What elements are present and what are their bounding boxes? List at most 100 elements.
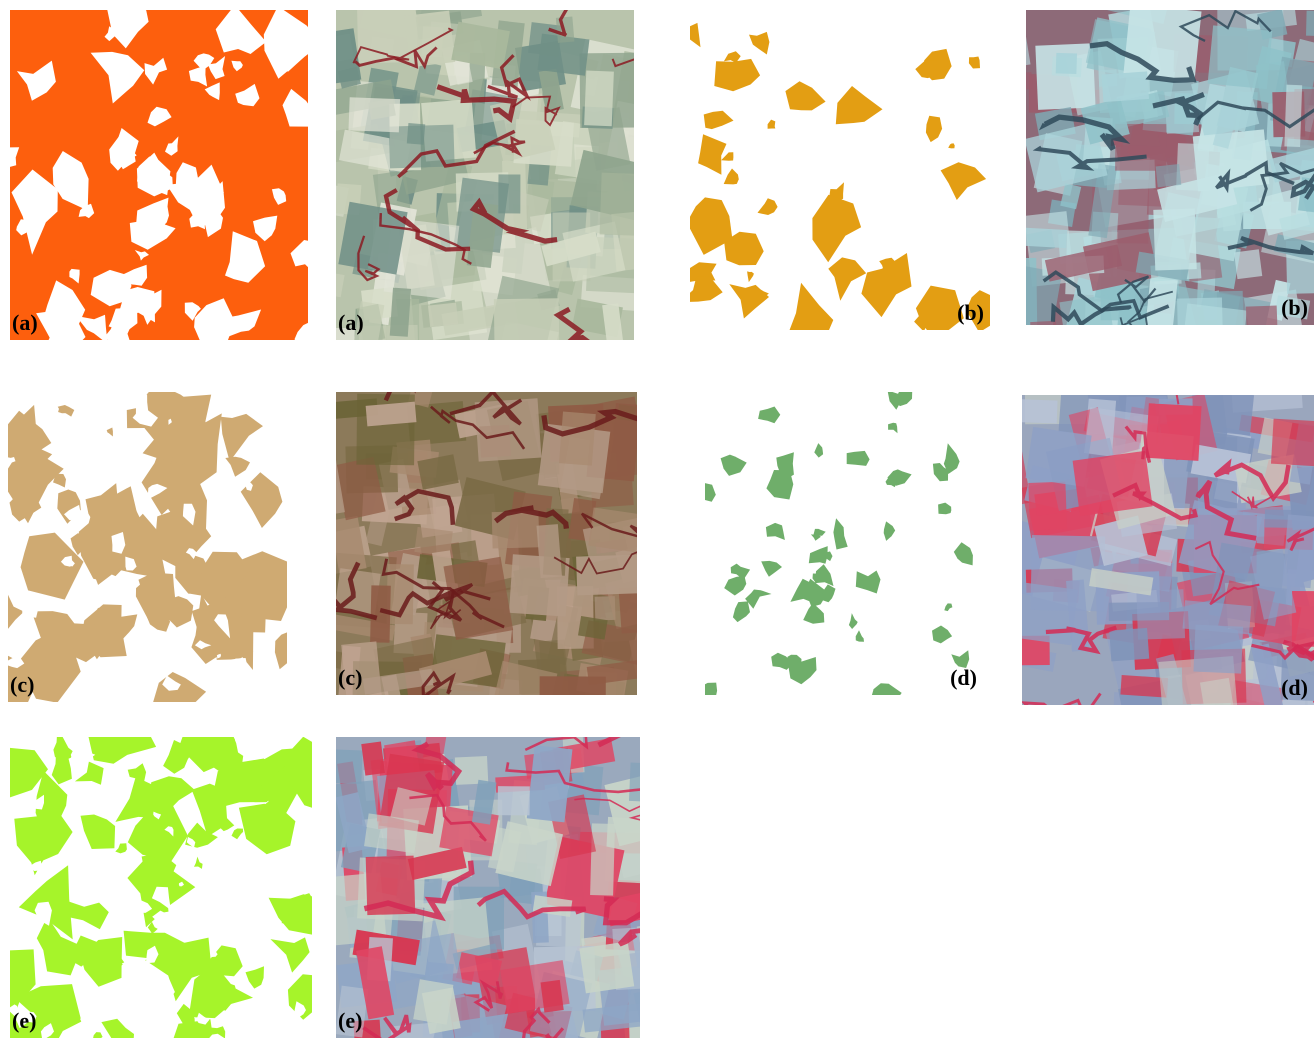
mask-hole <box>70 746 96 767</box>
drainage <box>548 10 568 37</box>
mask-hole <box>265 691 272 696</box>
field <box>361 741 385 776</box>
mask-region <box>758 406 781 424</box>
drainage <box>493 505 570 529</box>
drainage <box>1050 302 1132 325</box>
field <box>348 97 401 133</box>
mask-hole <box>225 231 266 283</box>
drainage <box>379 213 472 265</box>
mask-region <box>888 422 898 434</box>
mask-region <box>932 463 949 482</box>
mask-hole <box>271 188 287 205</box>
field <box>491 510 540 549</box>
mask-region <box>36 916 83 976</box>
field <box>336 272 345 298</box>
field <box>336 792 372 854</box>
mask-region <box>115 843 127 854</box>
mask-hole <box>279 505 286 516</box>
drainage <box>362 1014 412 1038</box>
mask-hole <box>125 556 137 571</box>
field <box>454 755 489 785</box>
field <box>559 411 596 466</box>
mask-region <box>788 657 817 685</box>
mask-hole <box>52 151 89 211</box>
mask-region <box>270 937 310 973</box>
mask-region <box>225 456 250 477</box>
field <box>427 302 459 327</box>
mask-region <box>943 443 960 474</box>
drainage <box>1116 275 1157 304</box>
drainage <box>1215 160 1295 194</box>
mask-hole <box>11 169 58 255</box>
field <box>336 985 369 1038</box>
panel-label: (c) <box>338 665 363 690</box>
mask-hole <box>90 51 145 104</box>
field <box>1089 568 1154 596</box>
mask-region <box>169 459 177 466</box>
mask-region <box>15 984 82 1038</box>
mask-hole <box>64 504 81 521</box>
field <box>1026 71 1034 91</box>
field <box>1136 589 1186 640</box>
field <box>407 846 467 881</box>
mask-region <box>279 737 312 808</box>
mask-hole <box>31 794 44 810</box>
mask-region <box>803 603 825 624</box>
mask-region <box>940 162 987 200</box>
mask-region <box>749 31 770 55</box>
mask-hole <box>22 600 39 618</box>
mask-region <box>861 253 912 318</box>
satellite-image <box>1022 395 1314 705</box>
mask-region <box>925 115 943 143</box>
field <box>390 1021 446 1038</box>
mask-hole <box>188 65 208 87</box>
drainage <box>430 405 526 450</box>
mask-region <box>812 571 822 584</box>
field <box>628 762 640 803</box>
field <box>451 21 510 70</box>
field <box>336 650 345 670</box>
mask-hole <box>147 975 175 1008</box>
drainage <box>505 762 640 794</box>
mask-region <box>814 443 824 458</box>
drainage <box>617 928 640 947</box>
mask-hole <box>65 560 75 567</box>
drainage <box>363 860 475 922</box>
field <box>498 174 521 214</box>
mask-image <box>705 392 983 695</box>
mask-hole <box>204 82 220 101</box>
mask-hole <box>164 826 174 837</box>
mask-hole <box>196 1012 210 1025</box>
field <box>1022 446 1032 507</box>
mask-region <box>287 974 312 1020</box>
drainage <box>487 54 531 101</box>
drainage <box>1152 91 1205 126</box>
panel-label: (c) <box>10 672 35 697</box>
field <box>586 658 637 685</box>
mask-hole <box>194 298 235 340</box>
drainage <box>522 1006 565 1038</box>
mask-region <box>220 413 263 462</box>
drainage <box>476 888 587 920</box>
drainage <box>1251 643 1314 661</box>
mask-hole <box>182 503 196 526</box>
field <box>404 10 456 68</box>
field <box>1028 481 1068 531</box>
field <box>350 301 385 340</box>
field <box>538 68 564 113</box>
drainage <box>383 188 471 252</box>
drainage <box>409 793 487 842</box>
mask-region <box>255 799 286 835</box>
field <box>1083 407 1159 463</box>
field <box>1274 295 1311 320</box>
field <box>1306 10 1314 37</box>
field <box>1072 450 1153 517</box>
field <box>1101 71 1150 103</box>
mask-hole <box>253 215 278 242</box>
mask-region <box>732 601 750 623</box>
mask-region <box>690 197 733 255</box>
mask-panel: (c) <box>8 392 287 702</box>
mask-region <box>101 1018 134 1038</box>
field <box>1279 205 1314 240</box>
panel-label: (e) <box>12 1008 37 1033</box>
